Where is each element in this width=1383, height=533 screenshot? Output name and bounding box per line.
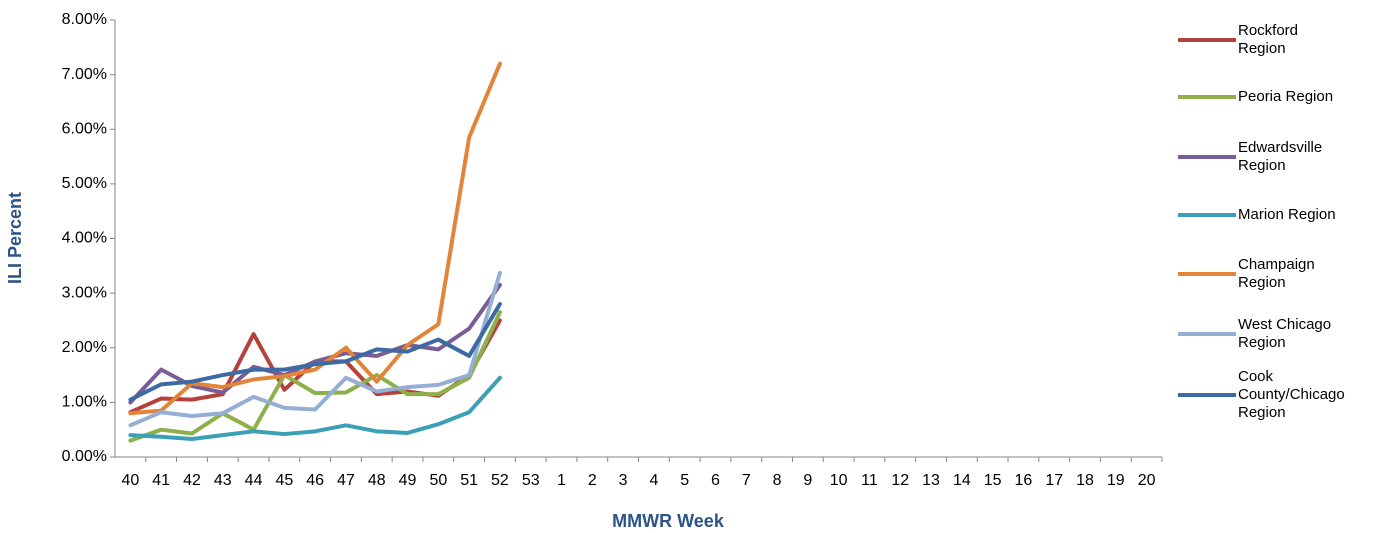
legend-swatch: [1178, 393, 1236, 397]
legend-swatch: [1178, 272, 1236, 276]
y-tick-label: 2.00%: [62, 339, 107, 356]
x-tick-label: 51: [460, 472, 478, 489]
x-tick-label: 45: [275, 472, 293, 489]
y-tick-label: 1.00%: [62, 394, 107, 411]
x-tick-label: 48: [368, 472, 386, 489]
x-tick-label: 40: [121, 472, 139, 489]
series-line: [128, 282, 502, 405]
x-tick-label: 14: [953, 472, 971, 489]
x-tick-label: 6: [711, 472, 720, 489]
x-tick-label: 49: [399, 472, 417, 489]
legend-item: West Chicago Region: [1178, 316, 1346, 352]
x-tick-label: 2: [588, 472, 597, 489]
x-tick-label: 50: [429, 472, 447, 489]
legend-label: West Chicago Region: [1238, 316, 1332, 351]
series-line: [128, 302, 502, 402]
series-line: [128, 270, 502, 428]
y-tick-label: 7.00%: [62, 66, 107, 83]
x-tick-label: 9: [803, 472, 812, 489]
x-tick-label: 44: [245, 472, 263, 489]
x-tick-label: 16: [1015, 472, 1033, 489]
legend-swatch: [1178, 155, 1236, 159]
x-tick-label: 7: [742, 472, 751, 489]
x-tick-label: 47: [337, 472, 355, 489]
x-tick-label: 1: [557, 472, 566, 489]
legend-label: Rockford Region: [1238, 22, 1299, 57]
x-tick-label: 19: [1107, 472, 1125, 489]
y-tick-label: 4.00%: [62, 230, 107, 247]
y-tick-label: 3.00%: [62, 284, 107, 301]
y-axis-title: ILI Percent: [5, 192, 25, 284]
legend-swatch: [1178, 332, 1236, 336]
y-tick-label: 8.00%: [62, 11, 107, 28]
legend-swatch: [1178, 95, 1236, 99]
x-tick-label: 43: [214, 472, 232, 489]
x-tick-label: 52: [491, 472, 509, 489]
x-axis-title: MMWR Week: [612, 511, 725, 531]
x-tick-label: 15: [984, 472, 1002, 489]
legend-item: Marion Region: [1178, 206, 1346, 224]
legend-label: Peoria Region: [1238, 88, 1334, 105]
x-tick-label: 41: [152, 472, 170, 489]
x-tick-label: 46: [306, 472, 324, 489]
legend-item: Peoria Region: [1178, 88, 1346, 106]
x-tick-label: 11: [861, 472, 878, 489]
x-tick-label: 20: [1138, 472, 1156, 489]
series-line: [128, 310, 502, 443]
x-tick-label: 17: [1045, 472, 1063, 489]
legend-swatch: [1178, 38, 1236, 42]
x-tick-label: 13: [922, 472, 940, 489]
legend-item: Edwardsville Region: [1178, 139, 1346, 175]
x-tick-label: 18: [1076, 472, 1094, 489]
legend-label: Champaign Region: [1238, 256, 1315, 291]
legend-label: Edwardsville Region: [1238, 139, 1323, 174]
y-tick-label: 5.00%: [62, 175, 107, 192]
legend-item: Champaign Region: [1178, 256, 1346, 292]
x-tick-label: 4: [649, 472, 658, 489]
series-line: [128, 375, 502, 441]
x-tick-label: 10: [830, 472, 848, 489]
legend-item: Cook County/Chicago Region: [1178, 368, 1346, 422]
series-line: [128, 318, 502, 415]
legend-swatch: [1178, 213, 1236, 217]
x-tick-label: 5: [680, 472, 689, 489]
legend-item: Rockford Region: [1178, 22, 1346, 58]
legend-label: Marion Region: [1238, 206, 1336, 223]
x-tick-label: 53: [522, 472, 540, 489]
x-tick-label: 12: [891, 472, 909, 489]
legend-label: Cook County/Chicago Region: [1238, 368, 1345, 421]
x-tick-label: 3: [619, 472, 628, 489]
y-tick-label: 0.00%: [62, 448, 107, 465]
y-tick-label: 6.00%: [62, 120, 107, 137]
x-tick-label: 8: [773, 472, 782, 489]
x-tick-label: 42: [183, 472, 201, 489]
